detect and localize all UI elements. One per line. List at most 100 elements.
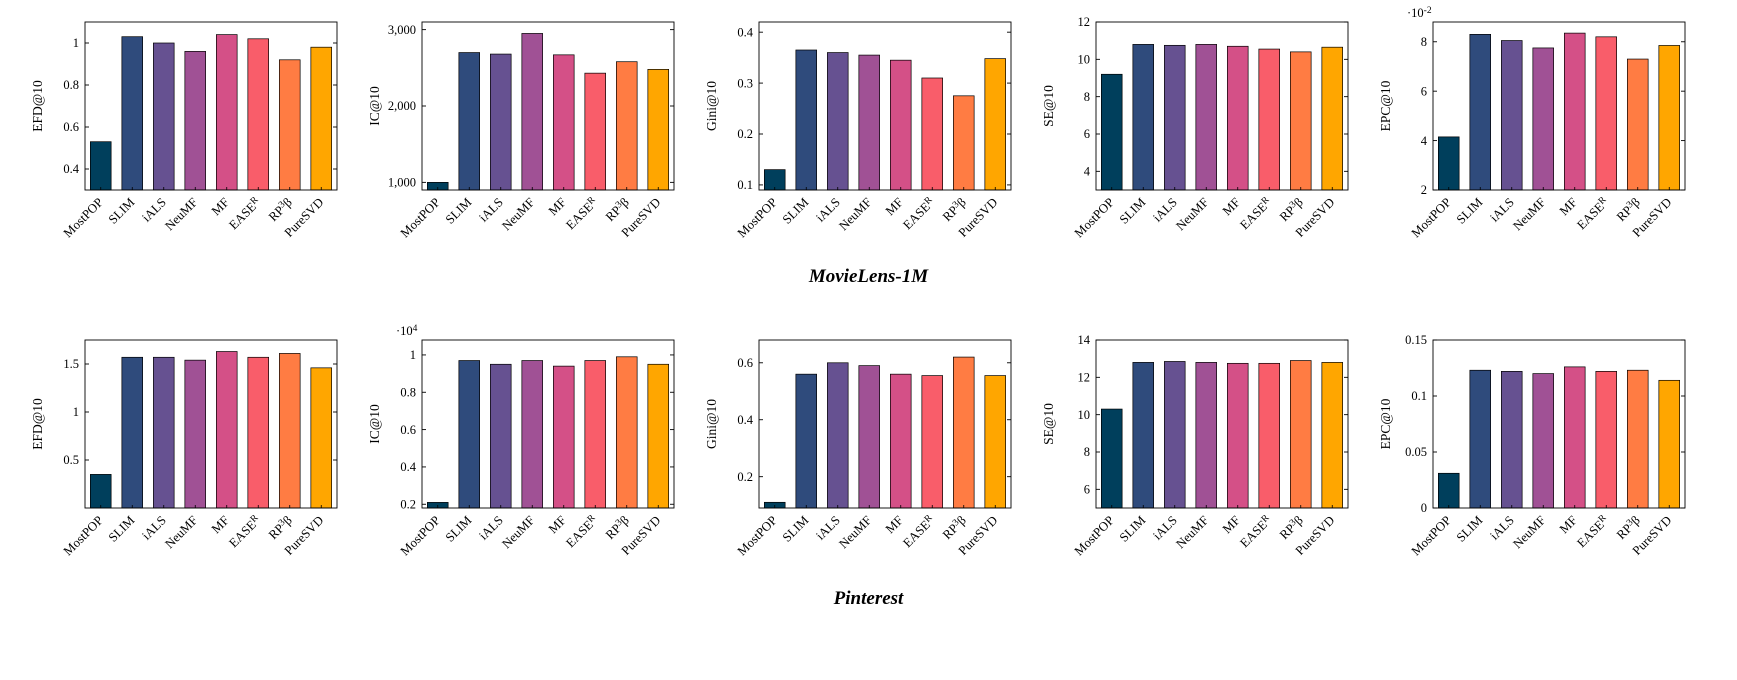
x-tick-label-neumf: NeuMF — [162, 195, 200, 233]
x-tick-label-easer: EASER — [1237, 513, 1274, 550]
y-tick-label: 0.4 — [63, 162, 79, 176]
bar-slim — [121, 36, 143, 191]
bar-mf — [552, 365, 574, 509]
y-tick-label: 0.6 — [400, 423, 416, 437]
bar-rp3 — [1289, 360, 1311, 509]
y-tick-label: 10 — [1077, 53, 1090, 67]
y-tick-label: 0.6 — [737, 356, 753, 370]
y-tick-label: 0.3 — [737, 76, 753, 90]
x-tick-label-mostpop: MostPOP — [1408, 513, 1453, 558]
x-tick-label-easer: EASER — [1237, 195, 1274, 232]
y-tick-label: 0.1 — [737, 178, 753, 192]
chart-movielens-ic10: 1,000 2,000 3,000 MostPOP SLIM iALS NeuMF MF EAS… — [366, 6, 698, 258]
y-tick-label: 0.6 — [63, 120, 79, 134]
bar-mf — [1226, 45, 1248, 191]
plot-frame — [1095, 339, 1348, 509]
bar-mf — [215, 34, 237, 191]
bar-neumf — [1532, 47, 1554, 191]
plot-frame — [84, 21, 337, 191]
x-tick-label-mf: MF — [882, 513, 905, 536]
y-tick-label: 0.1 — [1411, 389, 1427, 403]
bar-easer — [1595, 371, 1617, 509]
plot-frame — [758, 21, 1011, 191]
x-tick-label-neumf: NeuMF — [836, 195, 874, 233]
bar-easer — [247, 38, 269, 191]
bar-puresvd — [310, 367, 332, 509]
y-tick-label: 0.05 — [1405, 445, 1427, 459]
y-tick-label: 10 — [1077, 408, 1090, 422]
y-tick-label: 8 — [1420, 35, 1426, 49]
x-tick-label-slim: SLIM — [779, 513, 811, 545]
bar-neumf — [1195, 362, 1217, 509]
y-axis-label: EPC@10 — [1378, 398, 1393, 449]
y-axis-label: EPC@10 — [1378, 80, 1393, 131]
bar-rp3 — [615, 356, 637, 509]
y-tick-label: 0.5 — [63, 453, 79, 467]
x-tick-label-slim: SLIM — [105, 513, 137, 545]
x-tick-label-mf: MF — [208, 513, 231, 536]
bar-puresvd — [1658, 379, 1680, 509]
axis-scale-label: ·104 — [396, 324, 418, 338]
y-tick-label: 3,000 — [387, 23, 415, 37]
chart-pinterest-epc10: 0 0.05 0.1 0.15 MostPOP SLIM iALS NeuMF MF EASER R… — [1377, 324, 1709, 576]
bar-slim — [795, 49, 817, 191]
x-tick-label-mf: MF — [1219, 513, 1242, 536]
y-tick-label: 0.2 — [737, 127, 753, 141]
bar-rp3 — [615, 61, 637, 191]
x-tick-label-mostpop: MostPOP — [734, 513, 779, 558]
x-tick-label-slim: SLIM — [779, 195, 811, 227]
bar-rp3 — [278, 59, 300, 191]
bar-neumf — [184, 51, 206, 191]
bar-neumf — [521, 33, 543, 191]
y-tick-label: 0.15 — [1405, 333, 1427, 347]
bar-rp3 — [952, 356, 974, 509]
bar-slim — [458, 52, 480, 191]
caption-movielens: MovieLens-1M — [808, 266, 929, 287]
x-tick-label-neumf: NeuMF — [836, 513, 874, 551]
chart-movielens-epc10: 2 4 6 8 MostPOP SLIM iALS NeuMF MF EASER RP3β PureS… — [1377, 6, 1709, 258]
y-tick-label: 0.8 — [63, 78, 79, 92]
x-tick-label-neumf: NeuMF — [162, 513, 200, 551]
x-tick-label-easer: EASER — [226, 513, 263, 550]
bar-puresvd — [984, 375, 1006, 509]
bar-puresvd — [1321, 46, 1343, 191]
bar-easer — [1595, 36, 1617, 191]
bar-puresvd — [1658, 45, 1680, 191]
bar-neumf — [184, 359, 206, 509]
bar-easer — [1258, 362, 1280, 509]
x-tick-label-mf: MF — [208, 195, 231, 218]
x-tick-label-mostpop: MostPOP — [1071, 513, 1116, 558]
bar-ials — [1163, 361, 1186, 509]
y-tick-label: 1.5 — [63, 357, 79, 371]
y-tick-label: 0.8 — [400, 385, 416, 399]
plot-frame — [84, 339, 337, 509]
y-tick-label: 0.2 — [400, 497, 416, 511]
chart-pinterest-ic10: 0.2 0.4 0.6 0.8 1 MostPOP SLIM iALS NeuMF MF EASER… — [366, 324, 698, 576]
bar-neumf — [858, 365, 880, 509]
bar-ials — [826, 362, 849, 509]
x-tick-label-neumf: NeuMF — [499, 195, 537, 233]
bar-mostpop — [1100, 73, 1122, 191]
bar-rp3 — [1626, 369, 1648, 509]
x-tick-label-mf: MF — [1556, 513, 1579, 536]
y-tick-label: 2,000 — [387, 99, 415, 113]
chart-movielens-gini10: 0.1 0.2 0.3 0.4 MostPOP SLIM iALS NeuMF MF EASER R… — [703, 6, 1035, 258]
bar-mf — [1563, 366, 1585, 509]
caption-pinterest: Pinterest — [833, 588, 904, 609]
bar-easer — [921, 77, 943, 191]
bar-slim — [1132, 362, 1154, 509]
bar-mostpop — [763, 169, 785, 191]
bar-ials — [1500, 40, 1523, 191]
x-tick-label-neumf: NeuMF — [499, 513, 537, 551]
chart-pinterest-se10: 6 8 10 12 14 MostPOP SLIM iALS NeuMF MF EASER RP3β P… — [1040, 324, 1372, 576]
x-tick-label-easer: EASER — [1574, 513, 1611, 550]
bar-slim — [1132, 44, 1154, 191]
bar-ials — [152, 356, 175, 509]
plot-frame — [1432, 21, 1685, 191]
x-tick-label-neumf: NeuMF — [1510, 513, 1548, 551]
plot-frame — [421, 339, 674, 509]
